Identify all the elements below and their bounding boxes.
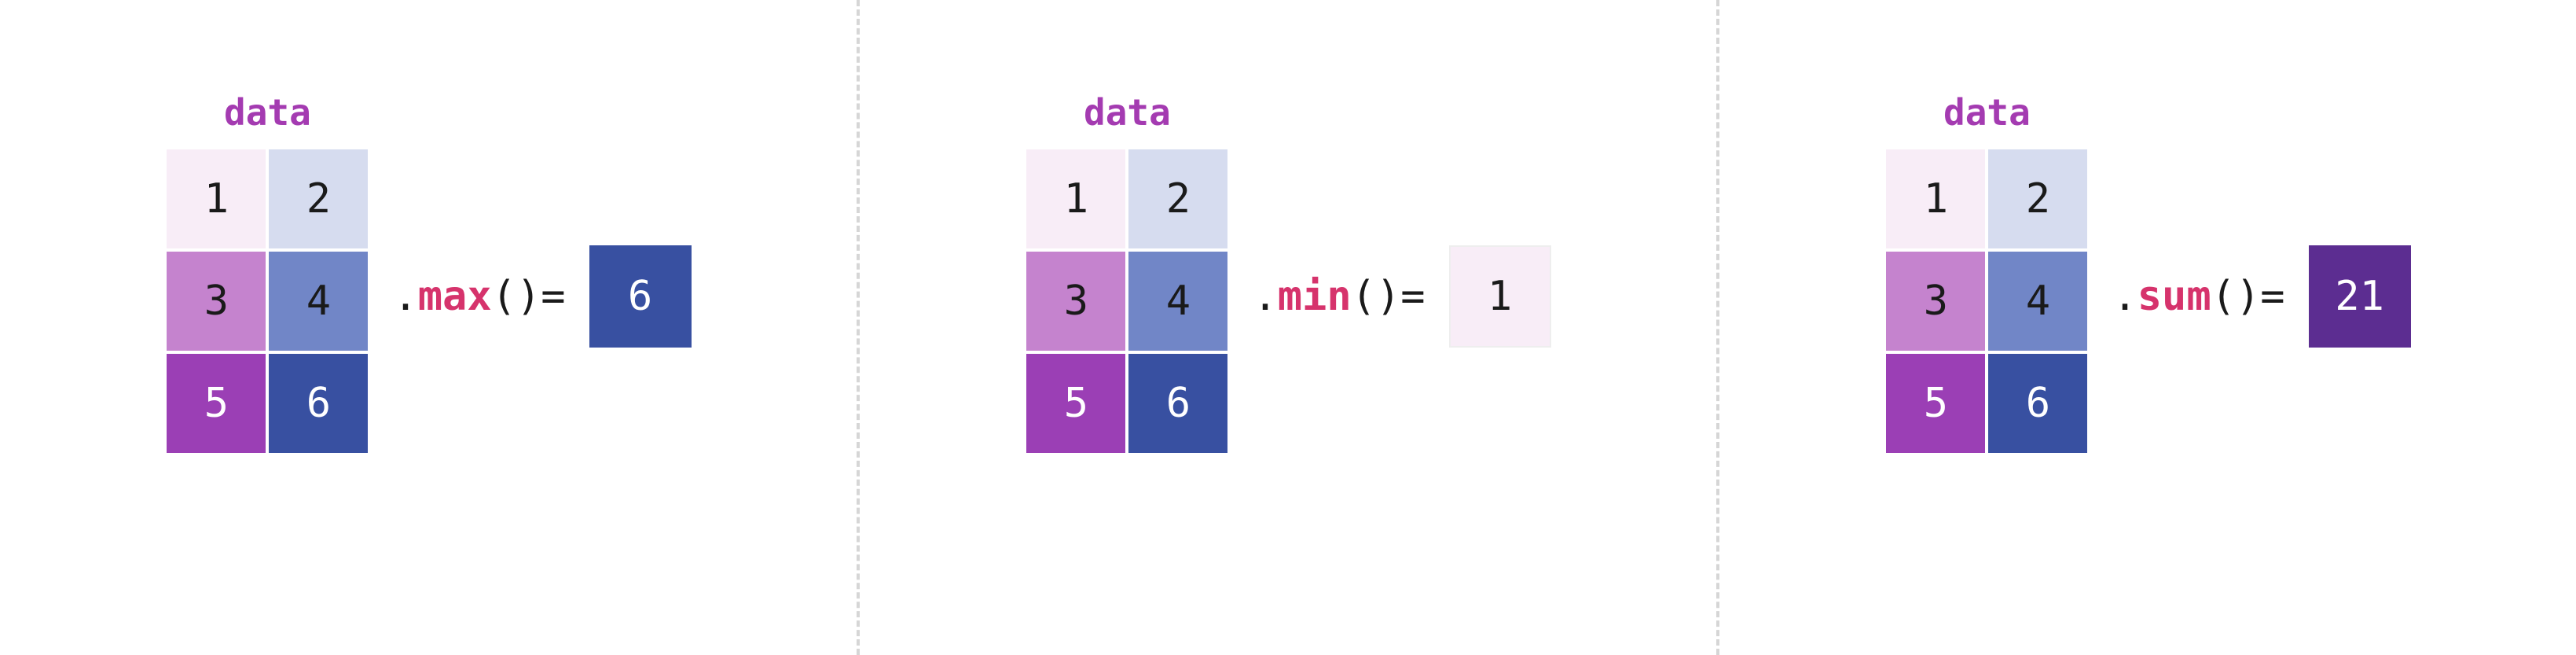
matrix-cell: 6 bbox=[1127, 352, 1229, 454]
matrix-cell: 6 bbox=[267, 352, 369, 454]
expression: .min() = 1 bbox=[1253, 245, 1550, 348]
matrix-cell: 1 bbox=[165, 148, 267, 250]
equals-sign: = bbox=[2260, 273, 2284, 320]
close-paren: ) bbox=[1376, 273, 1400, 320]
matrix-block: data 123456 bbox=[165, 91, 369, 454]
matrix-title: data bbox=[1084, 91, 1171, 134]
matrix-cell: 1 bbox=[1884, 148, 1987, 250]
result-cell: 21 bbox=[2309, 245, 2411, 348]
matrix-cell: 3 bbox=[1025, 250, 1127, 352]
matrix-cell: 5 bbox=[1884, 352, 1987, 454]
matrix-title: data bbox=[224, 91, 311, 134]
expression: .sum() = 21 bbox=[2112, 245, 2410, 348]
matrix-cell: 5 bbox=[165, 352, 267, 454]
method-name: sum bbox=[2137, 273, 2211, 320]
panel-min: data 123456 .min() = 1 bbox=[860, 0, 1716, 655]
dot: . bbox=[1253, 273, 1277, 320]
data-matrix: 123456 bbox=[1884, 148, 2089, 454]
matrix-cell: 4 bbox=[267, 250, 369, 352]
matrix-cell: 3 bbox=[1884, 250, 1987, 352]
result-cell: 6 bbox=[589, 245, 692, 348]
data-matrix: 123456 bbox=[165, 148, 369, 454]
diagram-canvas: data 123456 .max() = 6 data 123456 .min(… bbox=[0, 0, 2576, 655]
dot: . bbox=[2112, 273, 2137, 320]
matrix-cell: 5 bbox=[1025, 352, 1127, 454]
method-name: max bbox=[418, 273, 492, 320]
close-paren: ) bbox=[516, 273, 541, 320]
result-cell: 1 bbox=[1449, 245, 1551, 348]
panel-sum: data 123456 .sum() = 21 bbox=[1719, 0, 2576, 655]
matrix-cell: 2 bbox=[1127, 148, 1229, 250]
equals-sign: = bbox=[1400, 273, 1425, 320]
matrix-cell: 4 bbox=[1127, 250, 1229, 352]
matrix-block: data 123456 bbox=[1025, 91, 1229, 454]
matrix-cell: 6 bbox=[1987, 352, 2089, 454]
method-name: min bbox=[1278, 273, 1352, 320]
data-matrix: 123456 bbox=[1025, 148, 1229, 454]
expression: .max() = 6 bbox=[393, 245, 691, 348]
equals-sign: = bbox=[541, 273, 565, 320]
matrix-cell: 3 bbox=[165, 250, 267, 352]
matrix-block: data 123456 bbox=[1884, 91, 2089, 454]
matrix-cell: 2 bbox=[1987, 148, 2089, 250]
panel-max: data 123456 .max() = 6 bbox=[0, 0, 857, 655]
open-paren: ( bbox=[2211, 273, 2236, 320]
matrix-cell: 2 bbox=[267, 148, 369, 250]
matrix-cell: 4 bbox=[1987, 250, 2089, 352]
close-paren: ) bbox=[2236, 273, 2260, 320]
matrix-cell: 1 bbox=[1025, 148, 1127, 250]
open-paren: ( bbox=[492, 273, 516, 320]
dot: . bbox=[393, 273, 417, 320]
open-paren: ( bbox=[1352, 273, 1376, 320]
matrix-title: data bbox=[1943, 91, 2031, 134]
